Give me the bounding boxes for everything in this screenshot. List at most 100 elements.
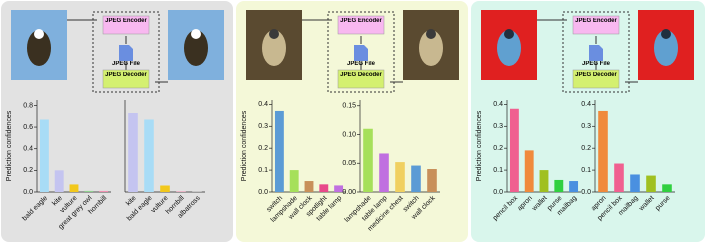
image-subject <box>184 30 208 66</box>
y-tick-label: 0.1 <box>493 167 503 174</box>
y-tick-label: 0.05 <box>342 160 356 167</box>
y-tick-label: 0.4 <box>581 101 591 108</box>
y-tick-label: 0.1 <box>258 167 268 174</box>
decoder-label: JPEG Decoder <box>340 72 382 78</box>
image-detail <box>426 29 436 39</box>
bar <box>427 169 437 192</box>
y-tick-label: 0.2 <box>581 145 591 152</box>
y-tick-label: 0.2 <box>258 145 268 152</box>
image-detail <box>504 29 514 39</box>
bar <box>144 119 154 192</box>
image-subject <box>27 30 51 66</box>
bar <box>334 185 344 192</box>
bar <box>379 153 389 192</box>
y-tick-label: 0.2 <box>23 167 33 174</box>
bar <box>509 108 519 192</box>
decoder-label: JPEG Decoder <box>105 72 147 78</box>
y-tick-label: 0.2 <box>493 145 503 152</box>
pipeline-box <box>562 11 630 93</box>
bar <box>54 170 64 192</box>
figure: JPEG Encoder JPEG File JPEG Decoder JPEG En… <box>1 1 705 242</box>
encoder-label: JPEG Encoder <box>575 18 617 24</box>
y-tick-label: 0.4 <box>23 146 33 153</box>
decoder-label: JPEG Decoder <box>575 72 617 78</box>
bar <box>646 175 656 192</box>
encoder-label: JPEG Encoder <box>340 18 382 24</box>
bar <box>554 179 564 192</box>
file-icon <box>119 45 133 61</box>
bar <box>411 165 421 192</box>
bar <box>128 112 138 192</box>
y-tick-label: 0.3 <box>258 123 268 130</box>
y-tick-label: 0.15 <box>342 103 356 110</box>
bar <box>539 170 549 192</box>
image-subject <box>654 30 678 66</box>
encoder-label: JPEG Encoder <box>105 18 147 24</box>
file-icon <box>589 45 603 61</box>
bar <box>524 150 534 192</box>
file-label: JPEG File <box>346 61 375 67</box>
decoder-label: JPEG Decoder <box>575 72 617 78</box>
y-tick-label: 0.3 <box>493 123 503 130</box>
decoder-label: JPEG Decoder <box>105 72 147 78</box>
decoder-label: JPEG Decoder <box>340 72 382 78</box>
encoder-box <box>337 15 385 35</box>
encoder-box <box>572 15 620 35</box>
bar <box>69 184 79 192</box>
image-detail <box>661 29 671 39</box>
pipeline-box <box>92 11 160 93</box>
y-tick-label: 0.0 <box>581 189 591 196</box>
y-tick-label: 0.6 <box>23 124 33 131</box>
y-tick-label: 0.1 <box>581 167 591 174</box>
file-icon <box>354 45 368 61</box>
y-tick-label: 0.3 <box>581 123 591 130</box>
y-tick-label: 0.4 <box>493 101 503 108</box>
encoder-box <box>102 15 150 35</box>
y-tick-label: 0.00 <box>342 189 356 196</box>
file-label: JPEG File <box>111 61 140 67</box>
decoder-box <box>572 69 620 89</box>
file-label: JPEG File <box>581 61 610 67</box>
file-label: JPEG File <box>581 61 610 67</box>
bar <box>363 128 373 192</box>
file-label: JPEG File <box>346 61 375 67</box>
bar <box>319 184 329 192</box>
y-tick-label: 0.0 <box>258 189 268 196</box>
encoder-label: JPEG Encoder <box>105 18 147 24</box>
image-detail <box>269 29 279 39</box>
y-axis-label: Prediction confidences <box>241 110 248 181</box>
bar <box>274 110 284 192</box>
y-tick-label: 0.0 <box>23 189 33 196</box>
y-axis-label: Prediction confidences <box>6 110 13 181</box>
y-tick-label: 0.0 <box>493 189 503 196</box>
bar <box>304 181 314 192</box>
image-detail <box>191 29 201 39</box>
bar <box>99 190 109 192</box>
pipeline-box <box>327 11 395 93</box>
bar <box>192 191 202 192</box>
bar <box>160 185 170 192</box>
y-tick-label: 0.10 <box>342 131 356 138</box>
image-subject <box>419 30 443 66</box>
bar <box>289 170 299 192</box>
bar <box>39 119 49 192</box>
bar <box>614 163 624 192</box>
decoder-box <box>102 69 150 89</box>
bar <box>395 162 405 192</box>
bar <box>176 191 186 192</box>
y-tick-label: 0.8 <box>23 102 33 109</box>
y-tick-label: 0.4 <box>258 101 268 108</box>
image-detail <box>34 29 44 39</box>
bar <box>662 184 672 192</box>
image-subject <box>262 30 286 66</box>
bar <box>569 181 579 192</box>
bar <box>598 110 608 192</box>
y-axis-label: Prediction confidences <box>476 110 483 181</box>
encoder-label: JPEG Encoder <box>575 18 617 24</box>
file-label: JPEG File <box>111 61 140 67</box>
bar <box>84 190 94 192</box>
bar <box>630 174 640 192</box>
image-subject <box>497 30 521 66</box>
encoder-label: JPEG Encoder <box>340 18 382 24</box>
